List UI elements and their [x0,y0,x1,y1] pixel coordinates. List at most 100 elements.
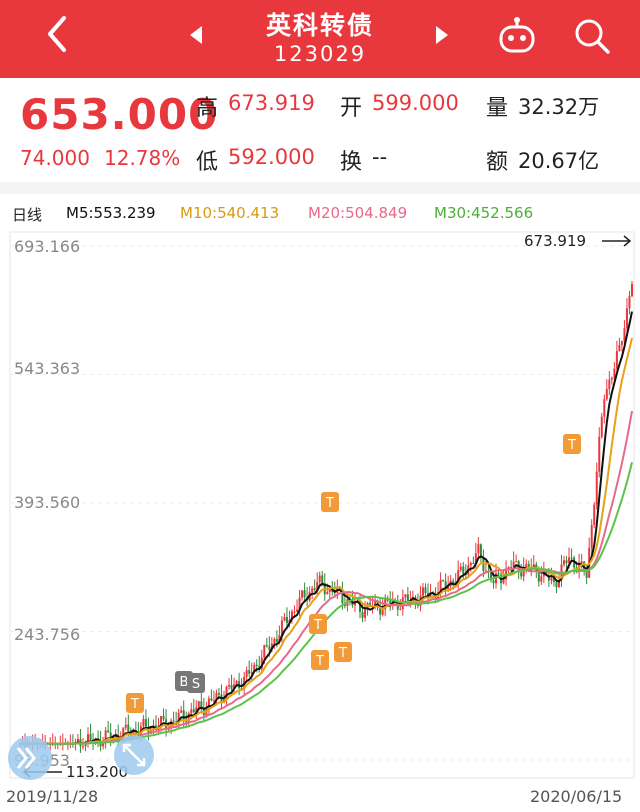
candle-body [124,724,127,728]
candle-body [313,588,316,590]
candle-body [210,698,213,701]
candle-body [379,605,382,615]
candle-body [452,580,455,584]
candle-body [142,719,145,727]
candle-body [479,544,482,558]
candle-body [250,672,253,674]
candle-body [326,592,329,595]
candle-body [225,686,228,700]
candle-body [298,597,301,610]
trade-marker-label: T [567,438,576,453]
candle-body [109,732,112,740]
volume-label: 量 [486,96,509,121]
candle-body [172,720,175,722]
back-icon[interactable] [36,12,80,56]
ma5-label: M5:553.239 [66,204,156,222]
ma20-label: M20:504.849 [308,204,408,222]
candle-body [228,684,231,687]
trade-marker-label: T [130,697,139,712]
price-change-pct: 12.78% [104,146,181,170]
open-value: 599.000 [372,91,459,115]
candle-body [603,399,606,417]
candle-body [620,341,623,345]
min-price-label: 113.200 [66,763,128,781]
y-tick-label: 243.756 [14,625,80,644]
max-price-label: 673.919 [524,232,586,250]
candle-body [598,436,601,472]
candle-body [389,600,392,605]
candle-body [291,611,293,620]
candle-body [180,710,183,713]
candle-body [605,389,608,400]
candle-body [155,725,157,730]
candle-body [600,416,603,437]
trade-marker-label: B [180,675,189,690]
candle-body [505,568,508,580]
ma30-label: M30:452.566 [434,204,534,222]
candle-body [321,575,324,584]
candle-body [457,570,460,583]
candle-body [429,592,432,598]
candle-body [608,379,611,390]
previous-icon[interactable] [186,24,208,46]
candle-body [195,707,198,713]
candle-body [187,713,190,723]
ma10-line [20,337,633,745]
turnover-value: -- [372,145,388,169]
candle-body [623,328,626,342]
candle-body [280,620,283,636]
ma-legend: 日线 M5:553.239 M10:540.413 M20:504.849 M3… [0,200,640,228]
period-label[interactable]: 日线 [12,206,43,224]
candle-body [421,587,424,596]
section-divider [0,182,640,194]
candle-body [316,582,319,590]
candle-body [510,567,513,569]
candle-body [424,587,427,594]
max-arrow-icon [602,235,632,247]
candle-body [177,712,180,722]
robot-icon[interactable] [495,16,539,56]
amount-value: 20.67亿 [518,149,600,173]
search-icon[interactable] [570,14,614,58]
candle-body [104,730,107,742]
trade-marker-bg [334,642,352,662]
candle-body [207,698,210,708]
candle-body [613,368,616,378]
candle-body [492,580,495,584]
y-tick-label: 393.560 [14,493,80,512]
scroll-left-icon[interactable] [8,736,52,780]
candle-body [102,741,105,747]
next-icon[interactable] [430,24,452,46]
candle-body [311,588,314,593]
candle-body [376,600,379,606]
candle-body [132,730,135,736]
candle-body [552,577,555,583]
expand-icon[interactable] [114,735,154,775]
x-end-label: 2020/06/15 [530,787,622,806]
candle-body [293,611,296,613]
candle-body [472,562,475,564]
candle-body [81,746,84,748]
candle-body [631,284,633,297]
candle-body [107,730,110,733]
candle-body [162,716,165,720]
candle-body [580,561,583,564]
candle-body [628,296,631,309]
candle-body [459,566,462,571]
candle-body [212,700,215,702]
candle-body [515,561,518,563]
candle-body [182,710,185,721]
candle-body [469,562,472,566]
candle-body [170,720,173,729]
candle-body [283,617,286,621]
candle-body [248,670,251,674]
candle-body [273,639,276,644]
candle-body [406,594,409,602]
candle-body [447,585,450,589]
candle-body [570,557,573,559]
trade-marker: S [187,673,205,693]
candle-body [364,609,367,618]
low-label: 低 [196,150,219,175]
candle-body [127,724,130,734]
